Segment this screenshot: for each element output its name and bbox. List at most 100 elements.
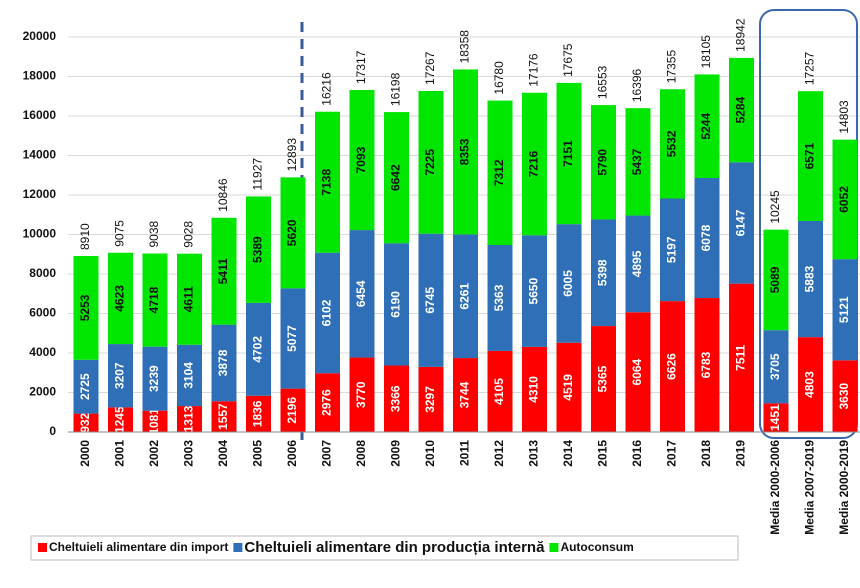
value-label: 6147 [734, 209, 748, 236]
bar-segment [177, 406, 202, 432]
x-tick-label: 2002 [147, 440, 161, 467]
value-label: 6078 [699, 224, 713, 251]
value-label: 5650 [527, 277, 541, 304]
bar-segment [591, 105, 616, 220]
value-label: 5790 [596, 149, 610, 176]
bar-segment [522, 346, 547, 432]
value-label: 1557 [216, 403, 230, 430]
value-label: 5244 [699, 113, 713, 140]
y-tick-label: 2000 [29, 385, 56, 399]
value-label: 6626 [665, 353, 679, 380]
y-tick-label: 20000 [23, 29, 57, 43]
total-label: 17176 [527, 53, 541, 87]
value-label: 3878 [216, 349, 230, 376]
bar-segment [315, 373, 340, 432]
y-tick-label: 16000 [23, 108, 57, 122]
bar-segment [384, 365, 409, 432]
y-tick-label: 12000 [23, 187, 57, 201]
x-tick-label: 2004 [216, 440, 230, 467]
total-label: 16216 [320, 72, 334, 106]
value-label: 3770 [354, 381, 368, 408]
value-label: 1313 [182, 405, 196, 432]
value-label: 2196 [285, 397, 299, 424]
bar-segment [211, 401, 237, 432]
value-label: 4623 [113, 285, 127, 312]
value-label: 5437 [630, 148, 644, 175]
total-label: 8910 [78, 223, 92, 250]
value-label: 5620 [285, 219, 299, 246]
total-label: 17317 [354, 50, 368, 84]
value-label: 2976 [320, 389, 334, 416]
value-label: 6571 [803, 142, 817, 169]
value-label: 6642 [389, 164, 403, 191]
bar-segment [660, 89, 685, 199]
value-label: 1451 [768, 404, 782, 431]
value-label: 7312 [492, 159, 506, 186]
value-label: 6052 [837, 186, 851, 213]
bar-segment [832, 360, 858, 432]
x-tick-label: Media 2000-2019 [837, 440, 851, 535]
value-label: 1081 [147, 408, 161, 435]
value-label: 4310 [527, 376, 541, 403]
bar-segment [142, 346, 168, 411]
x-tick-label: 2013 [527, 440, 541, 467]
total-label: 16553 [596, 65, 610, 99]
y-tick-label: 0 [49, 424, 56, 438]
bar-segment [694, 298, 720, 432]
value-label: 6102 [320, 299, 334, 326]
bar-segment [142, 253, 168, 347]
x-tick-label: 2006 [285, 440, 299, 467]
x-tick-label: 2001 [113, 440, 127, 467]
value-label: 3705 [768, 353, 782, 380]
value-label: 4895 [630, 250, 644, 277]
total-label: 16198 [389, 72, 403, 106]
bar-segment [73, 413, 99, 432]
value-label: 5363 [492, 284, 506, 311]
total-label: 16396 [630, 68, 644, 102]
bar-segment [384, 243, 409, 366]
bar-segment [556, 224, 582, 343]
value-label: 7511 [734, 344, 748, 370]
x-tick-label: 2019 [734, 440, 748, 467]
total-label: 18358 [458, 30, 472, 64]
legend-label: Autoconsum [560, 540, 633, 554]
bar-segment [73, 359, 99, 414]
value-label: 5398 [596, 259, 610, 286]
bar-segment [418, 366, 444, 432]
value-label: 4611 [182, 286, 196, 312]
bar-segment [694, 74, 720, 178]
bar-segment [418, 233, 444, 367]
bar-segment [177, 344, 202, 407]
value-label: 8353 [458, 138, 472, 165]
bar-segment [625, 312, 651, 432]
value-label: 3239 [147, 365, 161, 392]
bar-segment [142, 410, 168, 432]
x-tick-label: 2005 [251, 440, 265, 467]
bar-segment [108, 407, 133, 432]
value-label: 4702 [251, 336, 265, 363]
bar-segment [660, 198, 685, 302]
x-tick-label: 2008 [354, 440, 368, 467]
x-tick-label: 2007 [320, 440, 334, 467]
total-label: 18105 [699, 35, 713, 69]
bar-segment [349, 230, 375, 358]
x-tick-label: Media 2000-2006 [768, 440, 782, 535]
y-tick-label: 18000 [23, 69, 57, 83]
y-tick-label: 6000 [29, 306, 56, 320]
bar-segment [211, 324, 237, 402]
x-tick-label: Media 2007-2019 [803, 440, 817, 535]
value-label: 5284 [734, 96, 748, 123]
bar-segment [487, 100, 513, 246]
x-tick-label: 2003 [182, 440, 196, 467]
value-label: 4105 [492, 378, 506, 405]
bar-segment [280, 388, 306, 432]
value-label: 6005 [561, 270, 575, 297]
legend: Cheltuieli alimentare din import Cheltuie… [38, 539, 634, 556]
legend-swatch [38, 543, 47, 552]
value-label: 1245 [113, 406, 127, 433]
value-label: 5253 [78, 294, 92, 321]
bar-segment [798, 337, 823, 432]
value-label: 6261 [458, 283, 472, 310]
bar-segment [453, 358, 478, 432]
